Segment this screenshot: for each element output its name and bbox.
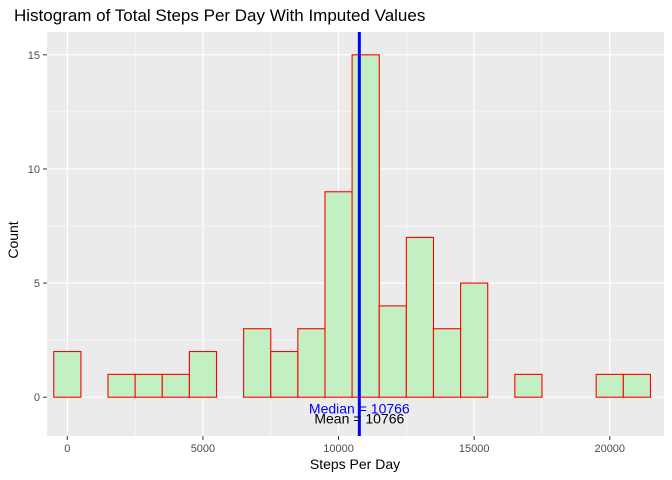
y-axis-ticks: 0 5 10 15	[28, 50, 47, 404]
bars	[53, 54, 651, 398]
histogram-bar	[297, 328, 326, 398]
histogram-bar	[351, 54, 380, 398]
x-tick-label: 5000	[191, 443, 215, 455]
histogram-bar	[188, 350, 218, 398]
histogram-bar	[378, 305, 407, 398]
median-annotation: Median = 10766	[309, 400, 410, 416]
histogram-bar	[107, 373, 136, 398]
y-tick-label: 5	[34, 278, 40, 290]
x-axis-ticks: 0 5000 10000 15000 20000	[64, 436, 625, 455]
y-tick-label: 15	[28, 50, 40, 62]
histogram-bar	[460, 282, 489, 398]
histogram-bar	[243, 328, 272, 398]
x-tick-label: 10000	[323, 443, 354, 455]
x-axis-title: Steps Per Day	[310, 456, 400, 472]
histogram-bar	[324, 191, 353, 398]
histogram-bar	[622, 373, 651, 398]
histogram-bar	[595, 373, 624, 398]
chart-title: Histogram of Total Steps Per Day With Im…	[14, 6, 425, 25]
y-axis-title: Count	[5, 221, 21, 258]
x-tick-label: 20000	[594, 443, 625, 455]
mean-annotation: Mean = 10766	[314, 411, 404, 427]
histogram-bar	[432, 328, 462, 398]
y-tick-label: 10	[28, 164, 40, 176]
histogram-bar	[134, 373, 163, 398]
histogram-bar	[53, 350, 82, 398]
histogram-bar	[514, 373, 543, 398]
histogram-bar	[161, 373, 190, 398]
y-tick-label: 0	[34, 392, 40, 404]
histogram-bar	[270, 350, 299, 398]
x-tick-label: 0	[64, 443, 70, 455]
x-tick-label: 15000	[459, 443, 490, 455]
histogram-bar	[405, 236, 435, 398]
